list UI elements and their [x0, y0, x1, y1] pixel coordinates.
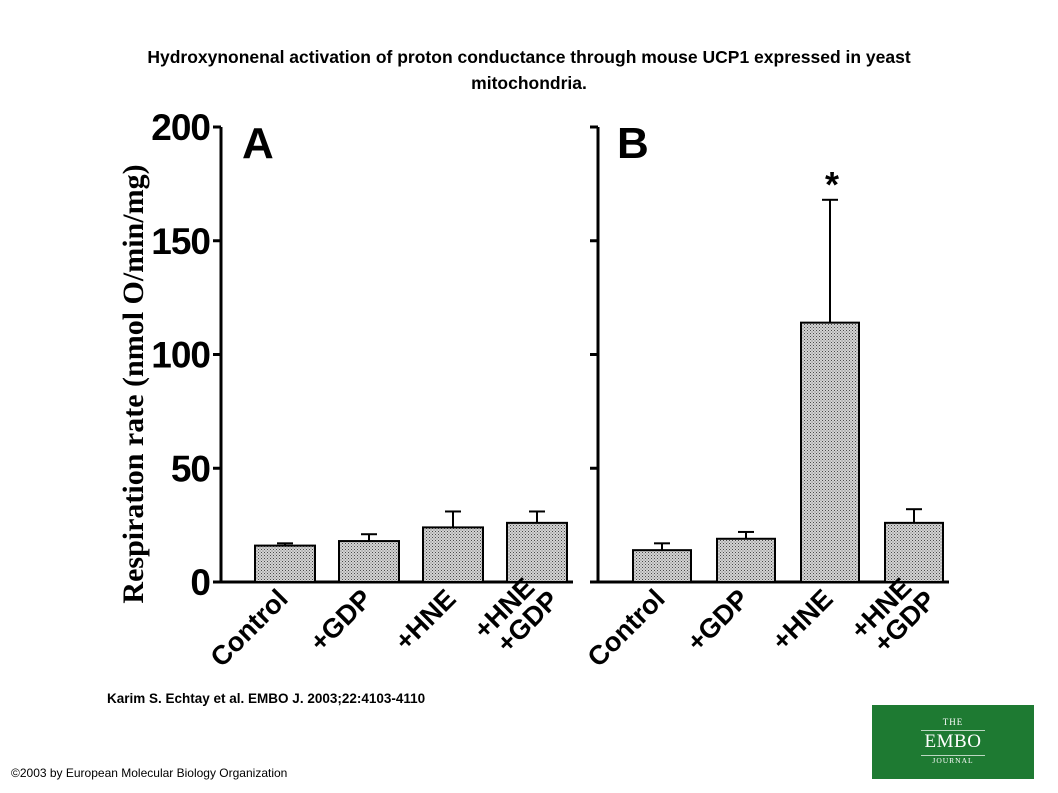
bar — [254, 544, 316, 583]
bar — [884, 521, 944, 583]
title-line-1: Hydroxynonenal activation of proton cond… — [147, 47, 911, 67]
x-tick-label: Control — [205, 584, 294, 673]
logo-rule-top — [921, 730, 985, 731]
y-tick-label: 200 — [151, 107, 210, 148]
x-tick-label-line: +HNE — [766, 584, 839, 657]
y-tick-label: 0 — [190, 562, 210, 603]
logo-line-3: JOURNAL — [932, 756, 974, 765]
panel-label: A — [242, 119, 274, 168]
bar — [716, 537, 776, 584]
logo-line-1: THE — [942, 717, 964, 727]
logo-line-2: EMBO — [924, 731, 982, 752]
x-tick-label-line: +GDP — [681, 584, 755, 658]
x-tick-label-line: +HNE — [389, 584, 462, 657]
significance-marker: * — [825, 164, 839, 205]
bar — [800, 321, 860, 583]
y-axis-label: Respiration rate (nmol O/min/mg) — [117, 164, 150, 603]
title-line-2: mitochondria. — [471, 73, 587, 93]
copyright: ©2003 by European Molecular Biology Orga… — [11, 766, 288, 780]
bar — [422, 526, 484, 584]
bar-chart-figure: Respiration rate (nmol O/min/mg) 0 50 100 15… — [117, 107, 949, 673]
x-tick-label-line: Control — [205, 584, 294, 673]
slide-title: Hydroxynonenal activation of proton cond… — [40, 44, 1018, 96]
logo-rule-bottom — [921, 755, 985, 756]
bar — [338, 540, 400, 583]
x-tick-label: +HNE — [389, 584, 462, 657]
x-tick-label: +GDP — [681, 584, 755, 658]
x-tick-label-line: +GDP — [304, 584, 378, 658]
y-tick-label: 150 — [151, 221, 210, 262]
panel-label: B — [617, 119, 649, 168]
bar — [632, 549, 692, 584]
x-tick-label: +GDP — [304, 584, 378, 658]
bar — [506, 521, 568, 583]
citation: Karim S. Echtay et al. EMBO J. 2003;22:4… — [107, 691, 426, 706]
x-tick-label: Control — [582, 584, 671, 673]
embo-journal-logo: THE EMBO JOURNAL — [872, 705, 1034, 779]
x-tick-label-line: Control — [582, 584, 671, 673]
y-tick-label: 50 — [171, 448, 211, 489]
x-tick-label: +HNE — [766, 584, 839, 657]
y-tick-label: 100 — [151, 335, 210, 376]
